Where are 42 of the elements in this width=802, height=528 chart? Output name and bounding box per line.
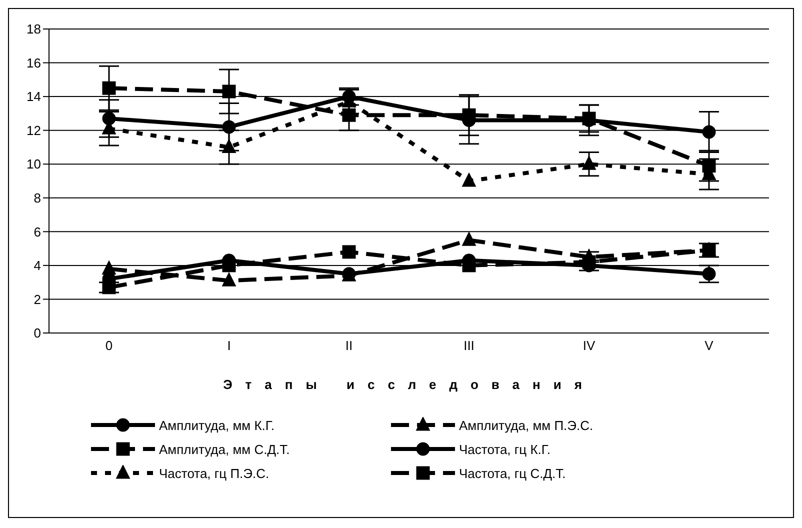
point	[462, 258, 476, 272]
x-axis-title: Этапы исследования	[223, 377, 595, 392]
legend-label: Частота, гц П.Э.С.	[159, 466, 270, 480]
y-tick-label: 10	[26, 156, 41, 172]
y-tick-label: 18	[26, 22, 41, 37]
legend-label: Амплитуда, мм К.Г.	[159, 418, 274, 432]
point	[222, 258, 236, 272]
point	[702, 125, 716, 139]
point	[222, 272, 236, 286]
point	[462, 108, 476, 122]
point	[342, 108, 356, 122]
y-tick-label: 4	[34, 258, 41, 274]
legend-label: Частота, гц С.Д.Т.	[459, 466, 566, 480]
x-tick-label: IV	[582, 338, 596, 354]
y-tick-label: 0	[34, 326, 41, 341]
point	[582, 156, 596, 170]
point	[102, 280, 116, 294]
point	[102, 261, 116, 275]
x-tick-label: I	[227, 338, 231, 354]
point	[102, 81, 116, 95]
point	[222, 120, 236, 134]
y-tick-label: 16	[26, 55, 41, 70]
x-tick-label: 0	[105, 338, 113, 354]
y-tick-label: 2	[34, 292, 41, 307]
y-tick-label: 12	[26, 122, 41, 138]
y-tick-label: 8	[34, 190, 41, 206]
point	[222, 139, 236, 153]
legend-label: Амплитуда, мм С.Д.Т.	[159, 442, 290, 456]
x-tick-label: V	[704, 338, 714, 354]
y-tick-label: 14	[26, 89, 41, 104]
point	[702, 267, 716, 281]
x-tick-label: II	[345, 338, 353, 354]
point	[342, 245, 356, 259]
point	[702, 159, 716, 173]
point	[462, 173, 476, 187]
point	[462, 232, 476, 246]
point	[222, 84, 236, 98]
legend-label: Амплитуда, мм П.Э.С.	[459, 418, 594, 432]
x-tick-label: III	[464, 338, 474, 354]
y-tick-label: 6	[34, 224, 41, 240]
point	[102, 112, 116, 126]
legend-label: Частота, гц К.Г.	[459, 442, 550, 456]
